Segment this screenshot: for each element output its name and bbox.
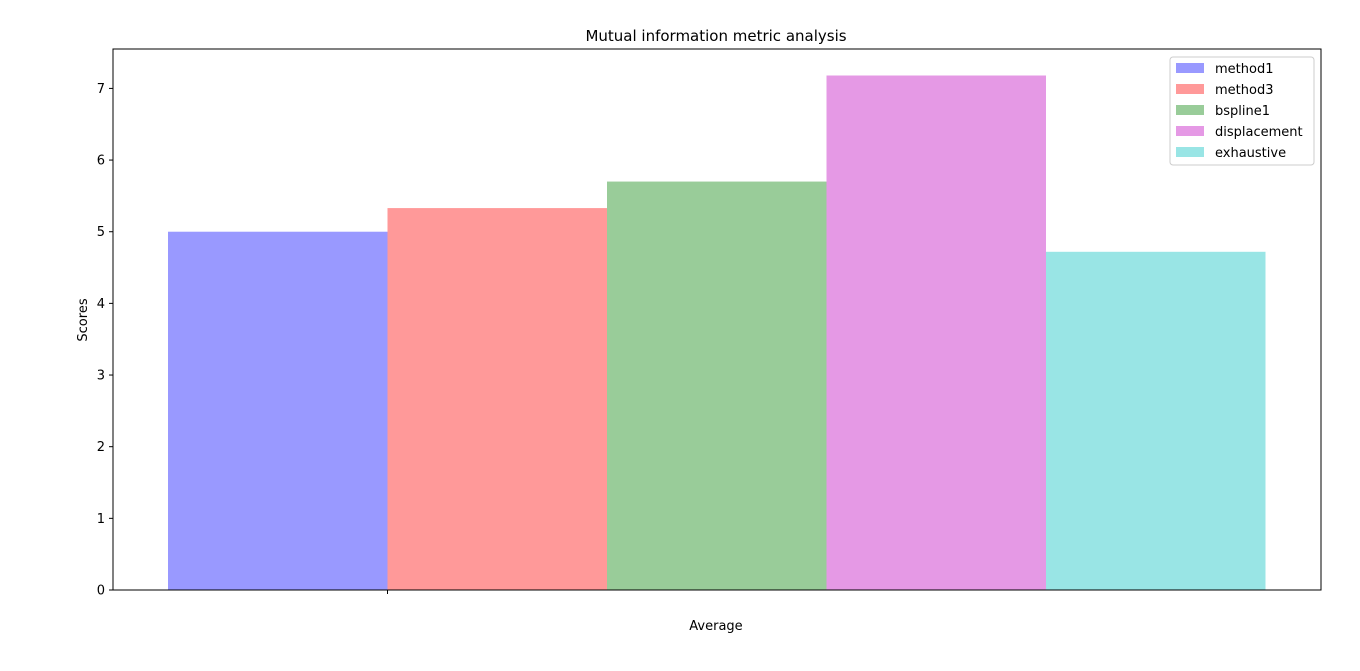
y-axis-title: Scores <box>76 298 91 341</box>
legend-swatch-exhaustive <box>1176 147 1204 157</box>
legend-swatch-method3 <box>1176 84 1204 94</box>
y-tick-label: 5 <box>97 225 105 240</box>
bar-method1 <box>168 231 388 590</box>
y-tick-label: 0 <box>97 584 105 599</box>
chart-title: Mutual information metric analysis <box>585 27 846 45</box>
x-axis-title: Average <box>689 619 742 634</box>
bar-displacement <box>826 75 1046 590</box>
bar-exhaustive <box>1046 251 1266 591</box>
legend-label-displacement: displacement <box>1215 125 1303 140</box>
legend-frame <box>1169 56 1315 166</box>
y-tick-label: 7 <box>97 82 105 97</box>
legend-swatch-displacement <box>1176 126 1204 136</box>
y-tick-label: 2 <box>97 440 105 455</box>
legend-swatch-bspline1 <box>1176 105 1204 115</box>
bar-method3 <box>387 208 607 590</box>
y-axis: 0 1 2 3 4 5 6 7 <box>97 82 113 599</box>
bars-group <box>168 75 1266 591</box>
legend: method1 method3 bspline1 displacement exhaus… <box>1169 56 1315 166</box>
legend-label-method1: method1 <box>1215 62 1273 77</box>
plot-area-frame <box>112 48 1322 591</box>
y-tick-label: 1 <box>97 512 105 527</box>
y-tick-label: 4 <box>97 297 105 312</box>
bar-bspline1 <box>607 181 827 590</box>
legend-label-method3: method3 <box>1215 83 1273 98</box>
legend-swatch-method1 <box>1176 63 1204 73</box>
legend-label-exhaustive: exhaustive <box>1215 146 1286 161</box>
legend-label-bspline1: bspline1 <box>1215 104 1270 119</box>
y-tick-label: 6 <box>97 154 105 169</box>
y-tick-label: 3 <box>97 369 105 384</box>
